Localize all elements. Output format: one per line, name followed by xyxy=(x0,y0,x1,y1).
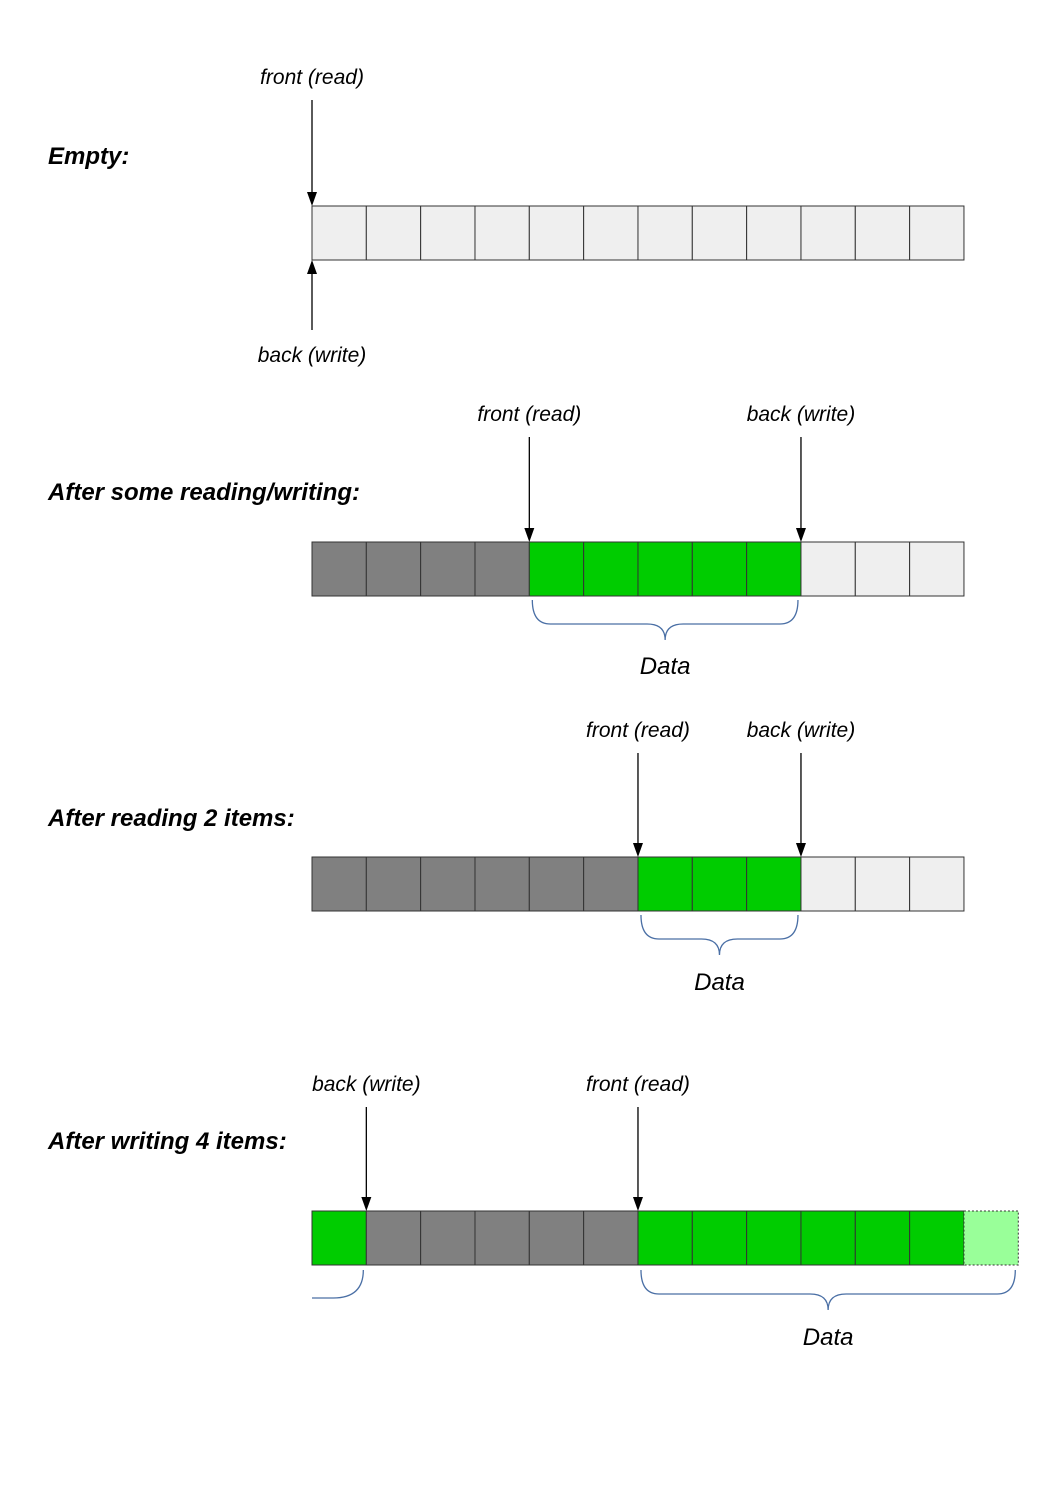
section-4-cell-data xyxy=(746,1210,802,1266)
section-1-pointer-front-arrowhead xyxy=(307,192,317,206)
section-1-cell-empty xyxy=(365,205,422,261)
section-3-cell-consumed xyxy=(474,856,530,912)
section-2-pointer-back-label: back (write) xyxy=(747,403,856,426)
section-2-cell-consumed xyxy=(311,541,367,597)
section-2-cell-empty xyxy=(909,541,965,597)
section-3-pointer-front-label: front (read) xyxy=(586,719,690,742)
section-3-heading: After reading 2 items: xyxy=(47,805,295,832)
section-4-cell-consumed xyxy=(583,1210,639,1266)
section-1-cell-empty xyxy=(420,205,476,261)
section-3-cell-data xyxy=(691,856,748,912)
section-3-cell-consumed xyxy=(528,856,585,912)
section-2-pointer-back-arrowhead xyxy=(795,528,806,542)
section-1-cell-empty xyxy=(909,205,965,261)
section-1-cell-empty xyxy=(746,205,802,261)
section-2-cell-empty xyxy=(800,541,856,597)
section-1-cell-empty xyxy=(474,205,530,261)
section-3-cell-consumed xyxy=(365,856,422,912)
section-1-cell-empty xyxy=(528,205,585,261)
section-1-cell-empty xyxy=(854,205,911,261)
section-4-cell-data xyxy=(637,1210,693,1266)
section-1-cell-empty xyxy=(691,205,748,261)
section-1-cell-empty xyxy=(311,205,367,261)
section-1-cell-empty xyxy=(583,205,639,261)
section-1-cell-empty xyxy=(637,205,693,261)
section-2-cell-data xyxy=(691,541,748,597)
section-3-pointer-front-arrowhead xyxy=(632,843,643,857)
section-1-pointer-back-arrowhead xyxy=(307,260,317,274)
section-2-cell-data xyxy=(637,541,693,597)
section-2-data-brace xyxy=(531,599,799,641)
section-2-cell-data xyxy=(746,541,802,597)
section-4-heading: After writing 4 items: xyxy=(47,1128,287,1155)
section-3-pointer-back-label: back (write) xyxy=(747,719,856,742)
section-4-cell-consumed xyxy=(528,1210,585,1266)
section-2-cell-data xyxy=(583,541,639,597)
section-4-data-brace xyxy=(640,1269,1016,1311)
section-2-cell-empty xyxy=(854,541,911,597)
section-4-cell-consumed xyxy=(365,1210,422,1266)
section-4-cell-data xyxy=(800,1210,856,1266)
section-3-cell-consumed xyxy=(420,856,476,912)
section-2-heading: After some reading/writing: xyxy=(47,479,360,506)
section-2-pointer-front-arrowhead xyxy=(524,528,535,542)
section-3-cell-data xyxy=(637,856,693,912)
section-4-cell-consumed xyxy=(474,1210,530,1266)
section-3-cell-empty xyxy=(854,856,911,912)
section-4-cell-pending xyxy=(963,1210,1019,1266)
section-4-cell-consumed xyxy=(420,1210,476,1266)
section-4-cell-data xyxy=(854,1210,911,1266)
section-4-cell-data xyxy=(909,1210,965,1266)
section-4-cell-data xyxy=(691,1210,748,1266)
section-2-cell-consumed xyxy=(420,541,476,597)
section-4-pointer-back-arrowhead xyxy=(361,1197,372,1211)
section-4-wrap-brace xyxy=(312,1269,364,1299)
section-2-cell-consumed xyxy=(474,541,530,597)
section-1-cell-empty xyxy=(800,205,856,261)
section-4-data-label: Data xyxy=(803,1324,854,1351)
section-4-pointer-back-label: back (write) xyxy=(312,1073,421,1096)
section-4-cell-data xyxy=(311,1210,367,1266)
section-2-pointer-front-label: front (read) xyxy=(477,403,581,426)
section-4-pointer-front-arrowhead xyxy=(632,1197,643,1211)
section-3-cell-consumed xyxy=(311,856,367,912)
section-3-data-label: Data xyxy=(694,969,745,996)
section-2-cell-data xyxy=(528,541,585,597)
section-3-cell-empty xyxy=(909,856,965,912)
section-3-pointer-back-arrowhead xyxy=(795,843,806,857)
section-1-pointer-front-label: front (read) xyxy=(260,66,364,89)
section-2-data-label: Data xyxy=(640,653,691,680)
section-1-heading: Empty: xyxy=(48,143,129,170)
section-4-pointer-front-label: front (read) xyxy=(586,1073,690,1096)
section-3-cell-empty xyxy=(800,856,856,912)
section-3-cell-data xyxy=(746,856,802,912)
section-3-data-brace xyxy=(640,914,799,956)
section-3-cell-consumed xyxy=(583,856,639,912)
section-2-cell-consumed xyxy=(365,541,422,597)
section-1-pointer-back-label: back (write) xyxy=(258,344,367,367)
